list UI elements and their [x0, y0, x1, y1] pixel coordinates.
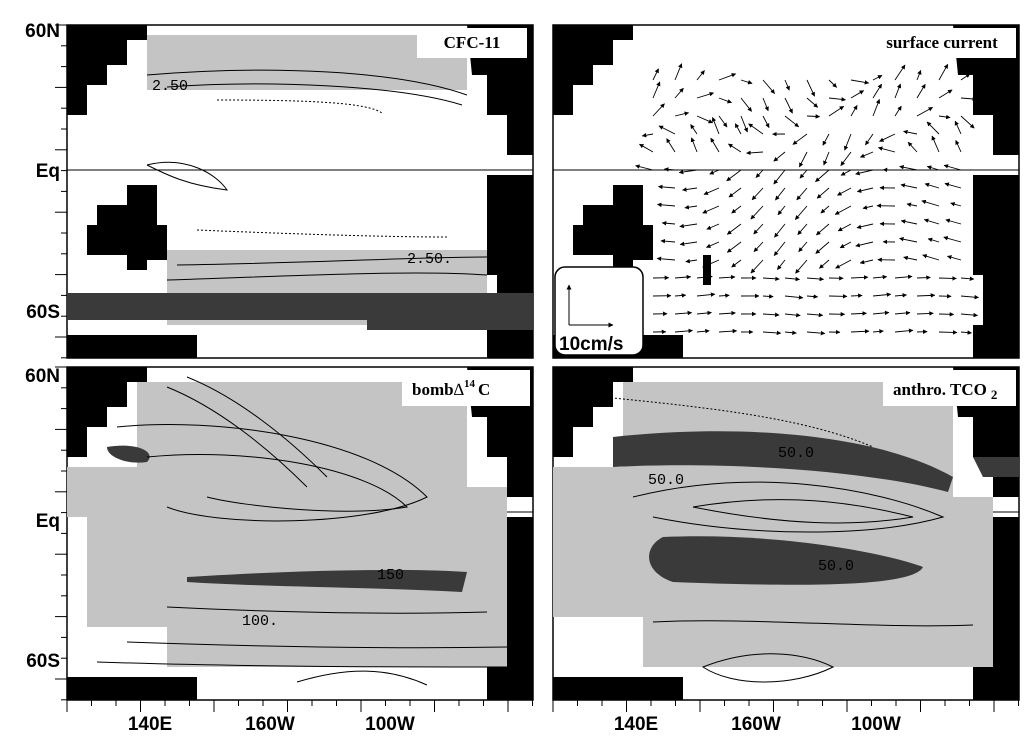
title-part: ∆ — [454, 380, 465, 399]
y-label: Eq — [36, 511, 60, 532]
current-arrow — [917, 277, 930, 278]
panel-title: surface current — [886, 33, 998, 52]
y-label: Eq — [36, 161, 60, 182]
y-label: 60N — [25, 366, 60, 387]
x-label: 160W — [245, 714, 295, 735]
y-label: 60N — [25, 21, 60, 42]
x-label: 140E — [614, 714, 658, 735]
scale-label: 10cm/s — [559, 334, 623, 355]
contour-label: 150 — [377, 567, 404, 584]
title-part: 2 — [991, 387, 998, 402]
contour-label: 50.0 — [648, 472, 684, 489]
contour-label: 2.50. — [407, 251, 452, 268]
x-label: 160W — [731, 714, 781, 735]
contour-label: 100. — [242, 613, 278, 630]
title-part: 14 — [464, 378, 476, 390]
title-part: bomb — [412, 380, 454, 399]
y-axis-labels: 60N Eq 60S 60N Eq 60S — [25, 21, 60, 672]
contour-label: 50.0 — [778, 445, 814, 462]
contour-label: 2.50 — [152, 78, 188, 95]
panel-cfc11: CFC-11 2.50 2.50. — [67, 25, 533, 358]
current-arrow — [851, 295, 862, 296]
panel-title: CFC-11 — [444, 33, 501, 52]
title-part: C — [478, 380, 490, 399]
panel-current: 10cm/s surface current — [553, 25, 1019, 358]
panel-title: anthro. TCO 2 — [893, 380, 997, 402]
x-label: 100W — [851, 714, 901, 735]
x-label: 100W — [365, 714, 415, 735]
x-label: 140E — [128, 714, 172, 735]
panel-tco2: anthro. TCO 2 50.0 50.0 50.0 — [553, 367, 1019, 700]
current-arrow — [807, 116, 820, 117]
panel-bomb: bomb∆14C 150 100. — [67, 367, 533, 700]
current-arrow — [939, 278, 956, 279]
title-part: anthro. TCO — [893, 380, 987, 399]
x-axis-labels: 140E 160W 100W 140E 160W 100W — [128, 714, 901, 735]
current-arrow — [939, 332, 957, 333]
y-label: 60S — [26, 651, 60, 672]
contour-label: 50.0 — [818, 558, 854, 575]
y-label: 60S — [26, 302, 60, 323]
figure: CFC-11 2.50 2.50. 10cm/s surface current… — [0, 0, 1029, 745]
